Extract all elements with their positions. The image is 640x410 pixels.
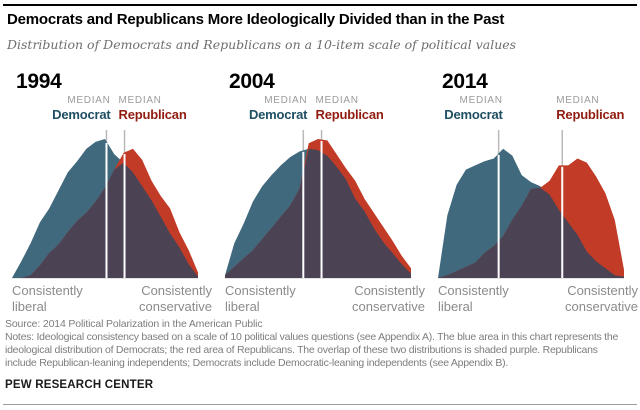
notes-line: include Republican-leaning independents;… [5, 357, 508, 369]
panel-2004: 2004 MEDIAN Democrat MEDIAN Republican C… [225, 70, 431, 320]
republican-label: Republican [315, 107, 384, 122]
top-rule [3, 4, 637, 6]
axis-label-conservative: Consistently conservative [352, 283, 425, 314]
median-word: MEDIAN [459, 95, 503, 106]
median-republican-label: MEDIAN Republican [119, 95, 187, 122]
democrat-label: Democrat [248, 107, 308, 122]
median-republican-label: MEDIAN Republican [316, 95, 384, 122]
panel-1994: 1994 MEDIAN Democrat MEDIAN Republican C… [12, 70, 218, 320]
notes-line: ideological distribution of Democrats; t… [5, 344, 598, 356]
democrat-label: Democrat [52, 107, 111, 122]
axis-label-liberal: Consistently liberal [225, 283, 296, 314]
brand-label: PEW RESEARCH CENTER [5, 379, 154, 391]
median-democrat-label: MEDIAN Democrat [444, 95, 503, 122]
median-word: MEDIAN [118, 95, 162, 106]
page-subtitle: Distribution of Democrats and Republican… [7, 37, 517, 52]
democrat-label: Democrat [444, 107, 503, 122]
distribution-chart [438, 130, 624, 279]
year-heading: 1994 [16, 70, 62, 93]
median-republican-label: MEDIAN Republican [556, 95, 624, 122]
year-heading: 2004 [229, 70, 275, 93]
median-democrat-label: MEDIAN Democrat [52, 95, 111, 122]
median-word: MEDIAN [264, 95, 308, 106]
notes-line: Notes: Ideological consistency based on … [5, 331, 619, 343]
axis-label-liberal: Consistently liberal [12, 283, 83, 314]
source-text: Source: 2014 Political Polarization in t… [5, 318, 263, 330]
year-heading: 2014 [442, 70, 488, 93]
median-democrat-label: MEDIAN Democrat [248, 95, 308, 122]
distribution-chart [12, 130, 198, 279]
republican-label: Republican [118, 107, 187, 122]
republican-label: Republican [556, 107, 625, 122]
median-word: MEDIAN [315, 95, 359, 106]
distribution-chart [225, 130, 411, 279]
bottom-rule [3, 404, 637, 405]
axis-label-liberal: Consistently liberal [438, 283, 509, 314]
page-title: Democrats and Republicans More Ideologic… [7, 11, 505, 28]
median-word: MEDIAN [67, 95, 111, 106]
axis-label-conservative: Consistently conservative [139, 283, 212, 314]
panel-2014: 2014 MEDIAN Democrat MEDIAN Republican C… [438, 70, 640, 320]
axis-label-conservative: Consistently conservative [565, 283, 638, 314]
median-word: MEDIAN [556, 95, 600, 106]
